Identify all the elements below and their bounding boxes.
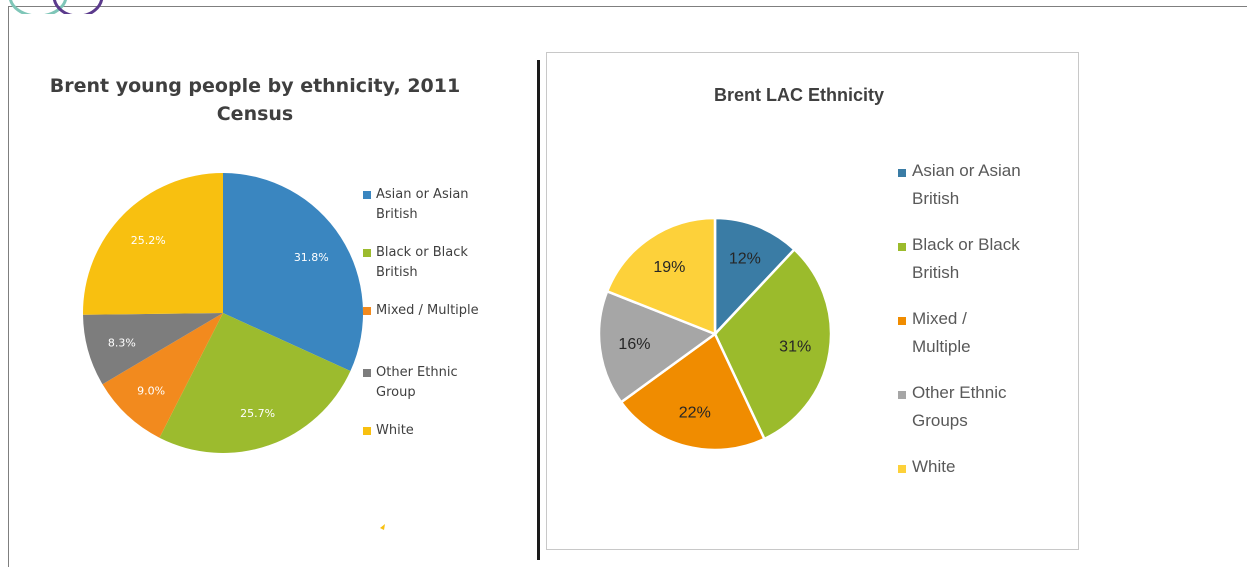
- legend-label: Asian or Asian: [376, 187, 469, 202]
- legend-label: White: [376, 423, 414, 438]
- slide-frame: [8, 6, 1247, 567]
- chart-title: Brent young people by ethnicity, 2011: [50, 75, 460, 97]
- pie-slice-asian-or-asian-british: [223, 173, 363, 372]
- pie-slice-black-or-black-british: [159, 313, 351, 453]
- pie-slices: [83, 173, 363, 453]
- legend-swatch-white: [363, 427, 371, 435]
- data-label-other-ethnic-group: 8.3%: [108, 336, 136, 349]
- legend-swatch-asian-or-asian-british: [898, 169, 906, 177]
- chart-panel-lac: Brent LAC Ethnicity 12% 31% 22% 16% 19% Asia…: [546, 52, 1079, 550]
- legend-label: Mixed / Multiple: [376, 303, 479, 318]
- pie-slice-white: [83, 173, 223, 315]
- data-label-black-or-black-british: 31%: [779, 339, 811, 356]
- data-label-asian-or-asian-british: 12%: [729, 251, 761, 268]
- pie-slice-other-ethnic-group: [83, 313, 224, 385]
- chart-subtitle: Census: [217, 103, 294, 125]
- legend-label: Other Ethnic: [912, 383, 1007, 402]
- data-label-asian-or-asian-british: 31.8%: [294, 251, 329, 264]
- legend-label: British: [912, 189, 959, 208]
- pie-slices: [597, 216, 833, 452]
- chart-brent-lac-ethnicity: Brent LAC Ethnicity 12% 31% 22% 16% 19% Asia…: [597, 85, 1021, 476]
- legend-swatch-asian-or-asian-british: [363, 191, 371, 199]
- legend-swatch-black-or-black-british: [898, 243, 906, 251]
- pie-slice-black-or-black-british: [713, 247, 833, 441]
- data-labels: 12% 31% 22% 16% 19%: [618, 251, 811, 422]
- legend-swatch-other-ethnic-group: [363, 369, 371, 377]
- data-label-white: 25.2%: [131, 234, 166, 247]
- legend-swatch-mixed-multiple: [898, 317, 906, 325]
- legend-label: Groups: [912, 411, 968, 430]
- data-label-other-ethnic-groups: 16%: [618, 336, 650, 353]
- pie-slice-white: [605, 216, 717, 336]
- pie-slice-mixed-multiple: [102, 313, 223, 438]
- legend-swatch-white: [898, 465, 906, 473]
- legend-label: Mixed /: [912, 309, 967, 328]
- data-labels: 31.8% 25.7% 9.0% 8.3% 25.2%: [108, 234, 329, 420]
- legend-label: Asian or Asian: [912, 161, 1021, 180]
- legend-label: Group: [376, 385, 416, 400]
- pie-slice-other-ethnic-groups: [597, 289, 718, 404]
- legend-label: British: [376, 207, 418, 222]
- chart-divider: [537, 60, 540, 560]
- legend-label: British: [376, 265, 418, 280]
- logo-icon: [9, 0, 104, 14]
- legend-swatch-black-or-black-british: [363, 249, 371, 257]
- chart-title: Brent LAC Ethnicity: [714, 85, 884, 105]
- stray-mark: [380, 524, 385, 530]
- legend-label: White: [912, 457, 955, 476]
- legend-label: Black or Black: [912, 235, 1020, 254]
- chart-legend: Asian or Asian British Black or Black Briti…: [363, 187, 479, 438]
- legend-swatch-other-ethnic-groups: [898, 391, 906, 399]
- data-label-mixed-multiple: 22%: [679, 405, 711, 422]
- data-label-white: 19%: [653, 259, 685, 276]
- legend-label: Multiple: [912, 337, 971, 356]
- legend-label: Black or Black: [376, 245, 468, 260]
- data-label-black-or-black-british: 25.7%: [240, 407, 275, 420]
- legend-swatch-mixed-multiple: [363, 307, 371, 315]
- data-label-mixed-multiple: 9.0%: [137, 385, 165, 398]
- chart-brent-young-people: Brent young people by ethnicity, 2011 Ce…: [50, 75, 479, 530]
- legend-label: Other Ethnic: [376, 365, 458, 380]
- pie-slice-mixed-multiple: [619, 332, 767, 452]
- chart-legend: Asian or Asian British Black or Black Briti…: [898, 161, 1021, 476]
- pie-slice-asian-or-asian-british: [713, 216, 797, 338]
- legend-label: British: [912, 263, 959, 282]
